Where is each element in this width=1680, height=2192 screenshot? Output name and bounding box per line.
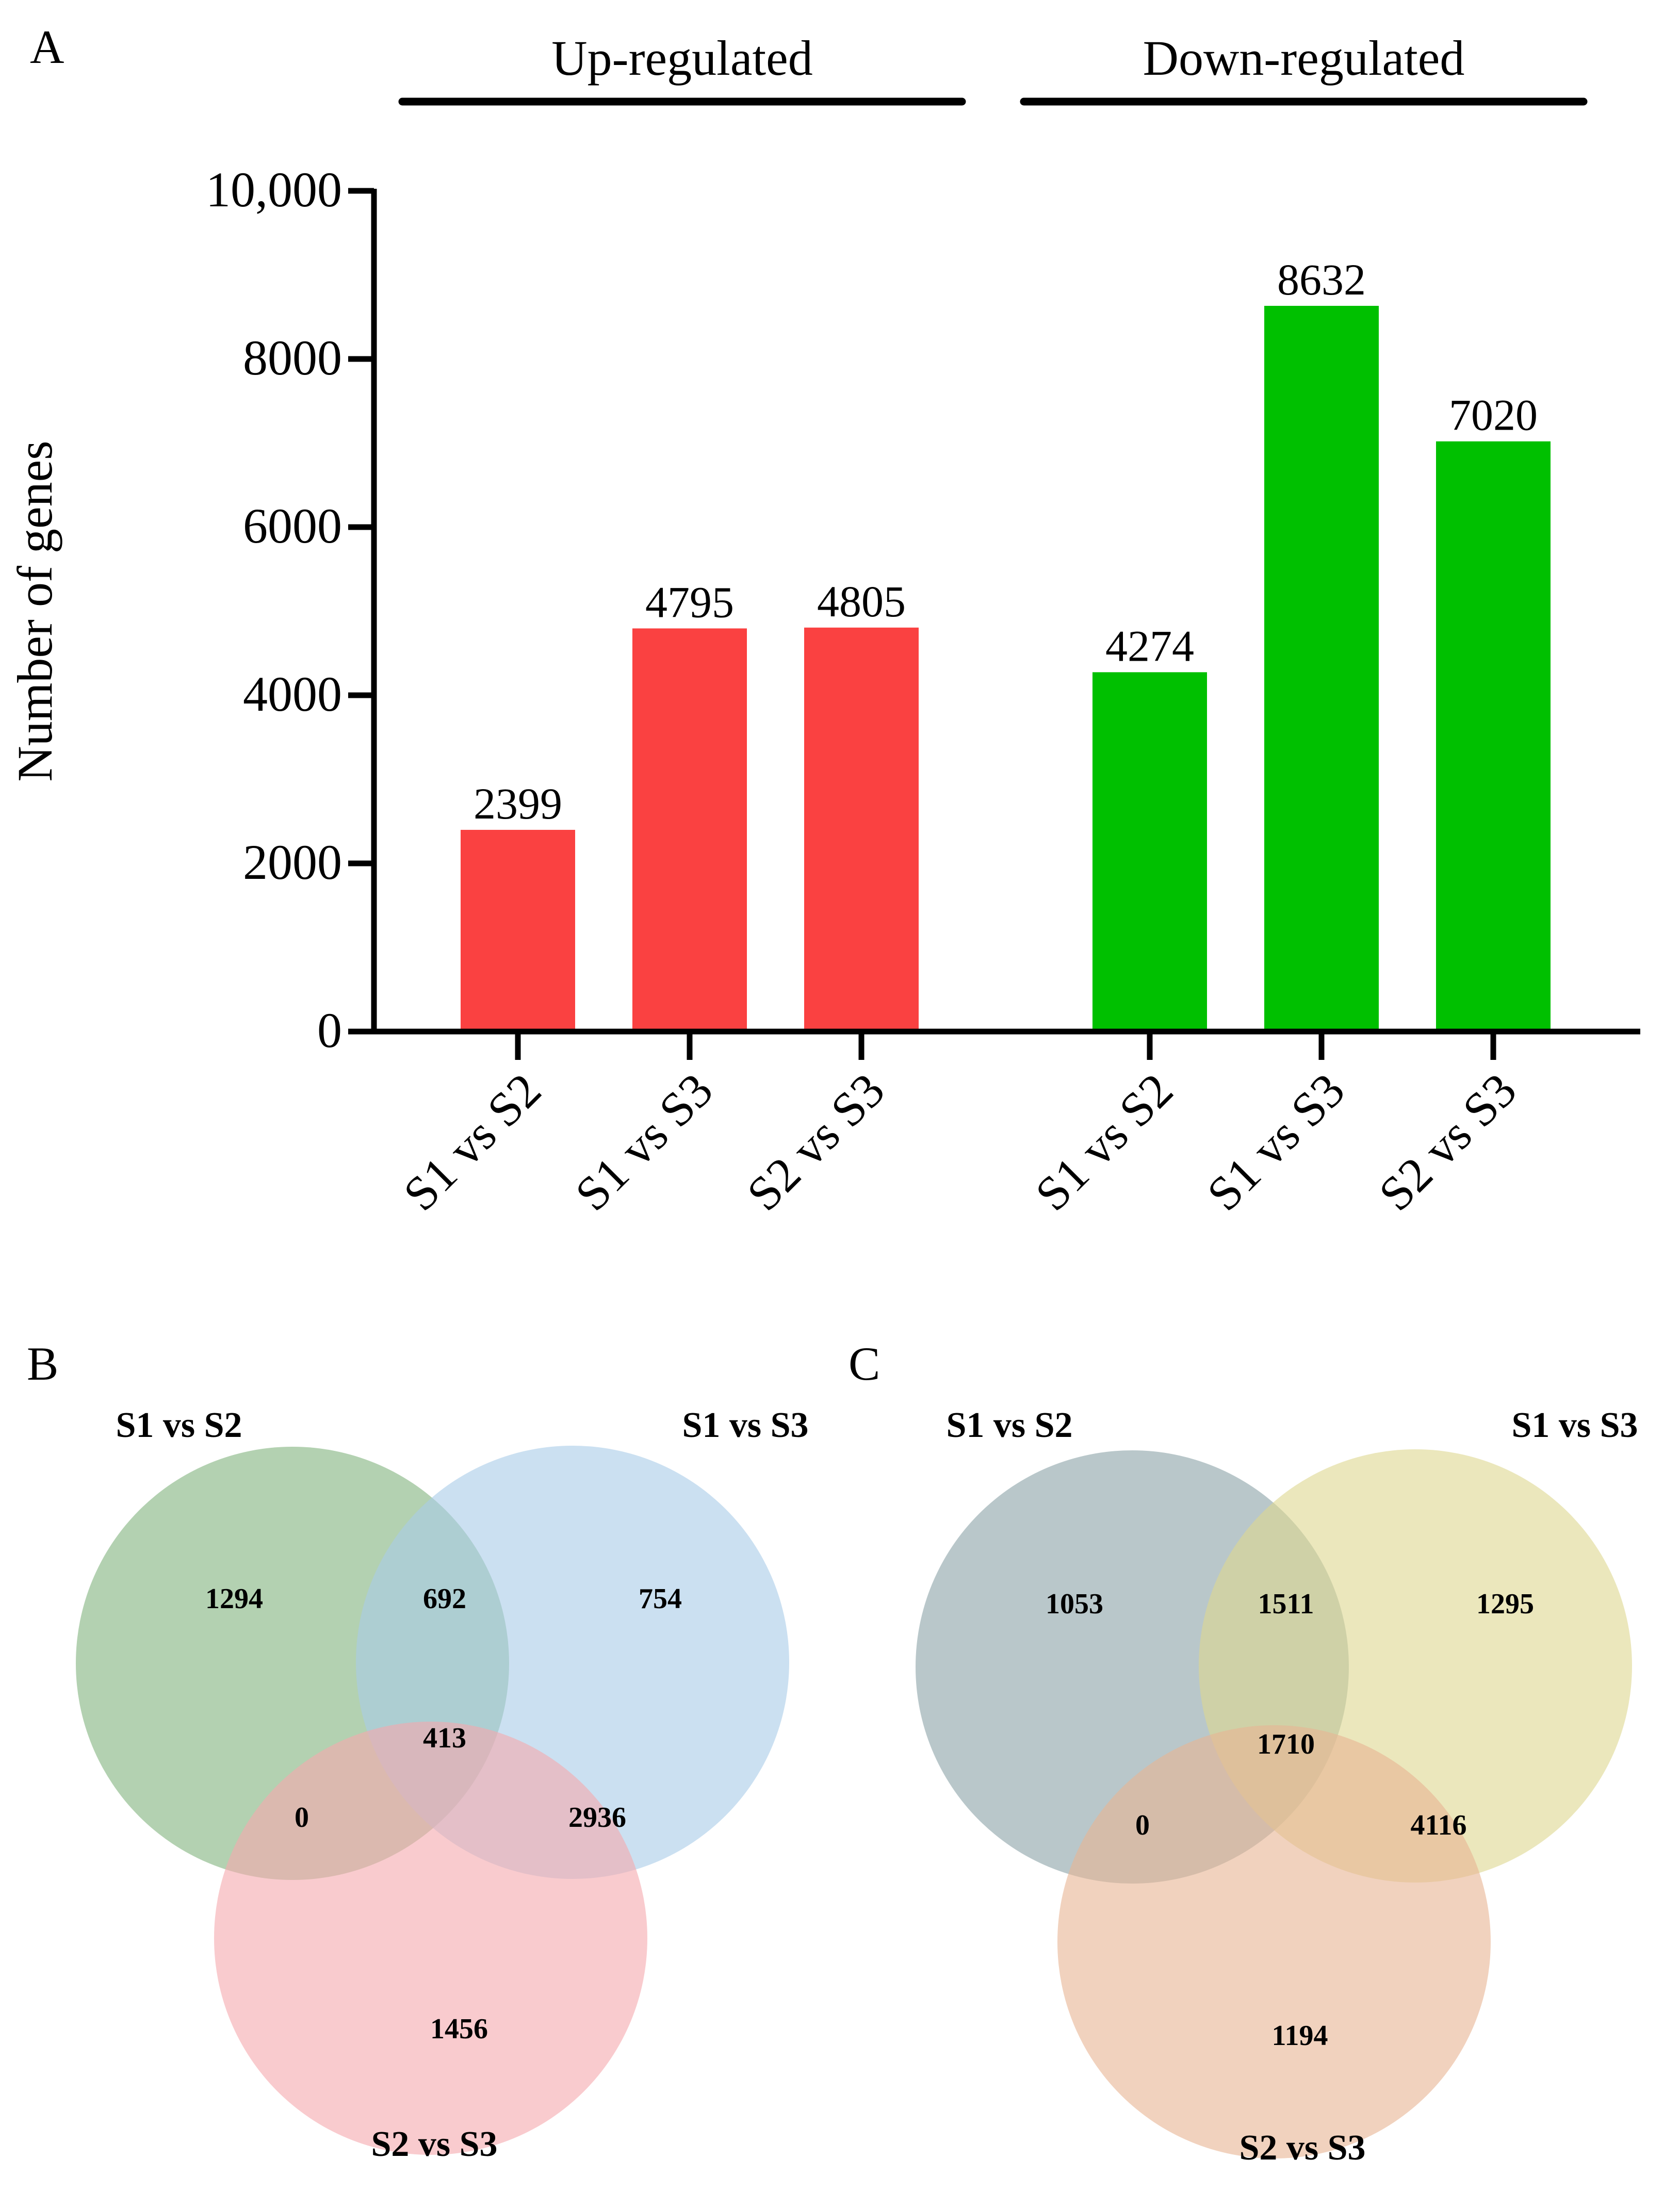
group-header-label: Down-regulated [1143,30,1465,86]
venn-region-count: 1456 [430,2013,488,2045]
panel-label-b: B [27,1337,58,1390]
venn-region-count: 754 [639,1583,682,1615]
venn-region-count: 1511 [1258,1588,1314,1620]
venn-circle [214,1722,647,2155]
venn-region-count: 2936 [568,1802,626,1834]
venn-region-count: 692 [423,1583,466,1615]
bar-chart-panel-a: A Number of genes Up-regulated Down-regul… [7,21,1640,1221]
x-axis: S1 vs S2 S1 vs S3 S2 vs S3 S1 vs S2 S1 vs S3… [372,1028,1640,1221]
venn-region-count: 1710 [1257,1728,1315,1760]
bar [461,829,575,1032]
panel-label-c: C [849,1337,880,1390]
y-tick-label: 6000 [243,498,342,553]
y-tick-label: 4000 [243,666,342,722]
bar [804,627,919,1032]
bar-value-label: 8632 [1277,255,1366,304]
venn-region-count: 1053 [1046,1588,1103,1620]
venn-circle [1057,1725,1491,2158]
venn-set-label: S1 vs S3 [682,1405,808,1445]
venn-set-label: S2 vs S3 [1239,2128,1365,2168]
y-axis-label: Number of genes [7,440,62,781]
venn-set-label: S1 vs S3 [1511,1405,1638,1445]
venn-region-count: 1294 [205,1583,263,1615]
bar-value-label: 2399 [474,779,562,828]
bar [632,628,747,1032]
venn-set-label: S1 vs S2 [946,1405,1072,1445]
venn-region-count: 0 [1135,1809,1150,1841]
group-headers: Up-regulated Down-regulated [398,30,1588,106]
venn-panel-c: C S1 vs S2 S1 vs S3 S2 vs S3 1053 1295 1194 15… [849,1337,1638,2168]
venn-set-label: S2 vs S3 [371,2124,497,2164]
x-tick-label: S1 vs S3 [1197,1063,1355,1221]
bar-value-label: 4274 [1105,621,1194,670]
y-tick-label: 10,000 [206,162,342,217]
x-tick-label: S1 vs S2 [394,1063,551,1221]
venn-region-count: 413 [423,1722,466,1754]
bar [1436,441,1551,1032]
y-tick-label: 8000 [243,330,342,385]
group-header-label: Up-regulated [551,30,812,86]
venn-region-count: 1194 [1272,2020,1328,2052]
bar [1264,305,1379,1032]
y-tick-label: 2000 [243,835,342,890]
bar [1092,672,1207,1032]
x-tick-label: S1 vs S3 [565,1063,723,1221]
y-axis: 0 2000 4000 6000 8000 10,000 [206,162,377,1058]
bars: 2399 4795 4805 4274 8632 7020 [461,255,1551,1032]
x-tick-label: S2 vs S3 [1369,1063,1527,1221]
bar-value-label: 7020 [1449,390,1538,440]
bar-value-label: 4805 [817,577,906,626]
bar-value-label: 4795 [645,577,734,627]
venn-region-count: 1295 [1476,1588,1534,1620]
y-tick-label: 0 [317,1003,342,1058]
x-tick-label: S2 vs S3 [737,1063,895,1221]
venn-region-count: 0 [295,1802,309,1834]
x-tick-label: S1 vs S2 [1025,1063,1183,1221]
panel-label-a: A [30,21,64,73]
venn-set-label: S1 vs S2 [116,1405,242,1445]
venn-region-count: 4116 [1411,1809,1467,1841]
venn-panel-b: B S1 vs S2 S1 vs S3 S2 vs S3 1294 754 1456 692… [27,1337,809,2164]
